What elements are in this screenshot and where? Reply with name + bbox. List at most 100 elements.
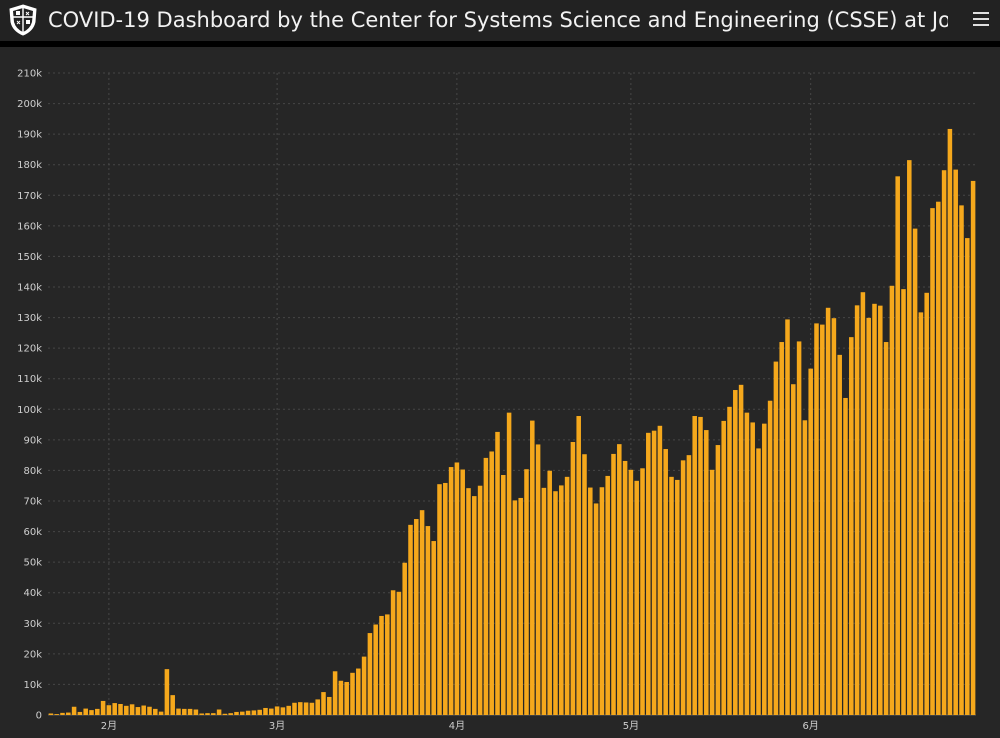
- bar[interactable]: [965, 238, 970, 716]
- bar[interactable]: [361, 656, 367, 715]
- bar[interactable]: [332, 671, 338, 715]
- bar[interactable]: [280, 707, 286, 715]
- bar[interactable]: [228, 713, 233, 715]
- bar[interactable]: [286, 705, 291, 715]
- bar[interactable]: [153, 708, 158, 715]
- bar[interactable]: [756, 448, 761, 715]
- bar[interactable]: [327, 696, 332, 715]
- bar[interactable]: [193, 709, 199, 715]
- bar[interactable]: [48, 713, 54, 715]
- bar[interactable]: [66, 712, 71, 715]
- bar[interactable]: [135, 707, 141, 715]
- bar[interactable]: [408, 524, 413, 715]
- bar[interactable]: [124, 705, 129, 715]
- bar[interactable]: [437, 484, 442, 715]
- bar[interactable]: [634, 480, 639, 715]
- bar[interactable]: [530, 420, 535, 715]
- bar[interactable]: [170, 695, 175, 715]
- bar[interactable]: [686, 455, 692, 715]
- bar[interactable]: [680, 460, 686, 715]
- bar[interactable]: [257, 709, 262, 715]
- bar[interactable]: [495, 431, 500, 715]
- bar[interactable]: [199, 713, 204, 715]
- bar[interactable]: [303, 702, 309, 715]
- bar[interactable]: [321, 692, 326, 715]
- bar[interactable]: [808, 368, 813, 715]
- bar[interactable]: [419, 510, 425, 715]
- bar[interactable]: [767, 400, 773, 715]
- bar[interactable]: [269, 708, 274, 715]
- bar[interactable]: [425, 526, 431, 715]
- bar[interactable]: [541, 487, 547, 715]
- bar[interactable]: [344, 681, 349, 715]
- bar[interactable]: [628, 469, 634, 715]
- bar[interactable]: [796, 341, 802, 715]
- bar[interactable]: [663, 449, 668, 715]
- bar[interactable]: [547, 470, 552, 715]
- bar[interactable]: [924, 292, 929, 715]
- bar[interactable]: [512, 500, 518, 715]
- bar[interactable]: [657, 425, 663, 715]
- bar[interactable]: [721, 420, 726, 715]
- bar[interactable]: [263, 707, 268, 715]
- bar[interactable]: [396, 591, 402, 715]
- bar[interactable]: [187, 708, 193, 715]
- bar[interactable]: [750, 422, 755, 715]
- bar[interactable]: [611, 453, 616, 715]
- bar[interactable]: [651, 430, 657, 715]
- bar[interactable]: [605, 475, 610, 715]
- bar[interactable]: [889, 285, 895, 715]
- bar[interactable]: [118, 703, 123, 715]
- bar[interactable]: [617, 444, 622, 715]
- hamburger-menu-icon[interactable]: [972, 10, 990, 28]
- bar[interactable]: [959, 205, 964, 716]
- bar[interactable]: [176, 708, 181, 715]
- bar[interactable]: [292, 702, 297, 715]
- bar[interactable]: [390, 590, 396, 715]
- bar[interactable]: [222, 713, 228, 715]
- bar[interactable]: [518, 497, 523, 715]
- bar[interactable]: [669, 476, 674, 715]
- bar[interactable]: [524, 469, 529, 715]
- bar[interactable]: [379, 615, 384, 715]
- bar[interactable]: [854, 305, 860, 715]
- bar[interactable]: [274, 706, 280, 715]
- bar[interactable]: [158, 711, 164, 715]
- bar[interactable]: [918, 312, 924, 715]
- bar[interactable]: [147, 706, 152, 715]
- bar[interactable]: [599, 487, 605, 715]
- bar[interactable]: [129, 704, 135, 715]
- bar[interactable]: [791, 384, 796, 715]
- bar[interactable]: [350, 672, 355, 715]
- bar[interactable]: [843, 397, 848, 715]
- bar[interactable]: [373, 624, 378, 715]
- bar[interactable]: [849, 337, 854, 715]
- bar[interactable]: [367, 633, 373, 715]
- bar[interactable]: [141, 705, 146, 715]
- bar[interactable]: [733, 390, 738, 715]
- bar[interactable]: [205, 713, 210, 715]
- bar[interactable]: [112, 703, 117, 715]
- bar[interactable]: [77, 711, 83, 715]
- bar[interactable]: [100, 700, 106, 715]
- bar[interactable]: [106, 705, 112, 715]
- bar[interactable]: [414, 519, 419, 715]
- bar[interactable]: [83, 708, 88, 715]
- bar[interactable]: [71, 706, 77, 715]
- bar[interactable]: [907, 160, 912, 716]
- bar[interactable]: [402, 562, 407, 715]
- bar[interactable]: [164, 669, 170, 715]
- bar[interactable]: [762, 423, 767, 715]
- bar[interactable]: [814, 323, 819, 715]
- bar[interactable]: [454, 462, 460, 715]
- bar[interactable]: [970, 180, 976, 716]
- bar[interactable]: [448, 467, 454, 715]
- bar[interactable]: [309, 702, 315, 715]
- bar[interactable]: [483, 457, 489, 715]
- bar[interactable]: [709, 469, 715, 715]
- bar[interactable]: [912, 228, 918, 715]
- bar[interactable]: [89, 710, 94, 715]
- bar[interactable]: [431, 541, 436, 715]
- bar[interactable]: [251, 710, 257, 715]
- bar[interactable]: [593, 503, 599, 715]
